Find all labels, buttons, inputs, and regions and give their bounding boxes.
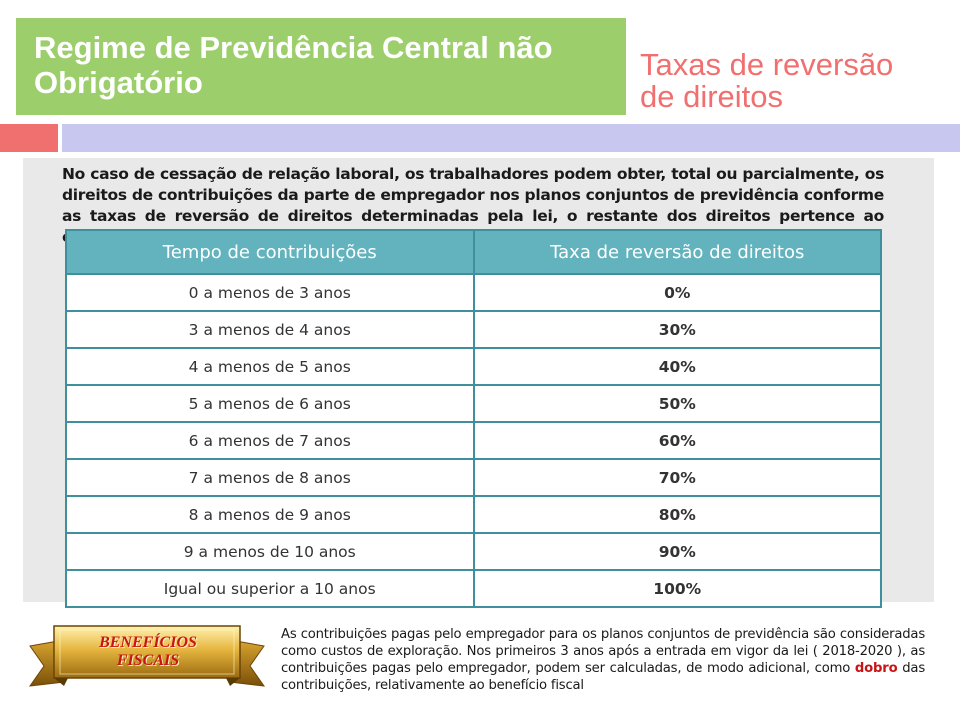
cell-time: 5 a menos de 6 anos: [65, 384, 475, 423]
page-title-line2: Obrigatório: [34, 65, 203, 100]
table-row: 3 a menos de 4 anos 30%: [65, 310, 882, 349]
cell-time: 3 a menos de 4 anos: [65, 310, 475, 349]
table-header-row: Tempo de contribuições Taxa de reversão …: [65, 229, 882, 275]
note-text-before: As contribuições pagas pelo empregador p…: [281, 627, 925, 676]
ribbon-icon: [28, 625, 266, 687]
page-subtitle: Taxas de reversão de direitos: [640, 49, 950, 113]
cell-time: 6 a menos de 7 anos: [65, 421, 475, 460]
table-row: 6 a menos de 7 anos 60%: [65, 421, 882, 460]
header-reversion-rate: Taxa de reversão de direitos: [472, 229, 882, 275]
table-row: 7 a menos de 8 anos 70%: [65, 458, 882, 497]
cell-time: Igual ou superior a 10 anos: [65, 569, 475, 608]
cell-time: 7 a menos de 8 anos: [65, 458, 475, 497]
cell-rate: 30%: [472, 310, 882, 349]
cell-time: 4 a menos de 5 anos: [65, 347, 475, 386]
cell-rate: 40%: [472, 347, 882, 386]
cell-rate: 0%: [472, 273, 882, 312]
subtitle-line2: de direitos: [640, 79, 784, 114]
badge-label: BENEFÍCIOS FISCAIS: [73, 634, 223, 670]
reversion-rates-table: Tempo de contribuições Taxa de reversão …: [65, 229, 882, 608]
note-text-after: das contribuições, relativamente ao bene…: [281, 661, 925, 693]
cell-time: 0 a menos de 3 anos: [65, 273, 475, 312]
accent-bar-red: [0, 124, 58, 152]
table-row: 8 a menos de 9 anos 80%: [65, 495, 882, 534]
table-row: 9 a menos de 10 anos 90%: [65, 532, 882, 571]
cell-rate: 60%: [472, 421, 882, 460]
note-highlight: dobro: [854, 661, 898, 676]
cell-rate: 100%: [472, 569, 882, 608]
intro-paragraph: No caso de cessação de relação laboral, …: [62, 165, 884, 246]
cell-rate: 80%: [472, 495, 882, 534]
cell-rate: 90%: [472, 532, 882, 571]
cell-time: 9 a menos de 10 anos: [65, 532, 475, 571]
cell-rate: 50%: [472, 384, 882, 423]
title-box: Regime de Previdência Central não Obriga…: [16, 18, 626, 115]
badge-line2: FISCAIS: [116, 652, 180, 669]
fiscal-benefits-badge: BENEFÍCIOS FISCAIS: [28, 620, 266, 696]
badge-line1: BENEFÍCIOS: [99, 634, 197, 651]
table-row: 0 a menos de 3 anos 0%: [65, 273, 882, 312]
table-row: 4 a menos de 5 anos 40%: [65, 347, 882, 386]
cell-rate: 70%: [472, 458, 882, 497]
table-row: Igual ou superior a 10 anos 100%: [65, 569, 882, 608]
subtitle-line1: Taxas de reversão: [640, 47, 894, 82]
fiscal-benefit-note: As contribuições pagas pelo empregador p…: [281, 626, 925, 694]
header-contribution-time: Tempo de contribuições: [65, 229, 475, 275]
accent-bar-lavender: [62, 124, 960, 152]
table-row: 5 a menos de 6 anos 50%: [65, 384, 882, 423]
cell-time: 8 a menos de 9 anos: [65, 495, 475, 534]
page-title-line1: Regime de Previdência Central não: [34, 30, 553, 65]
